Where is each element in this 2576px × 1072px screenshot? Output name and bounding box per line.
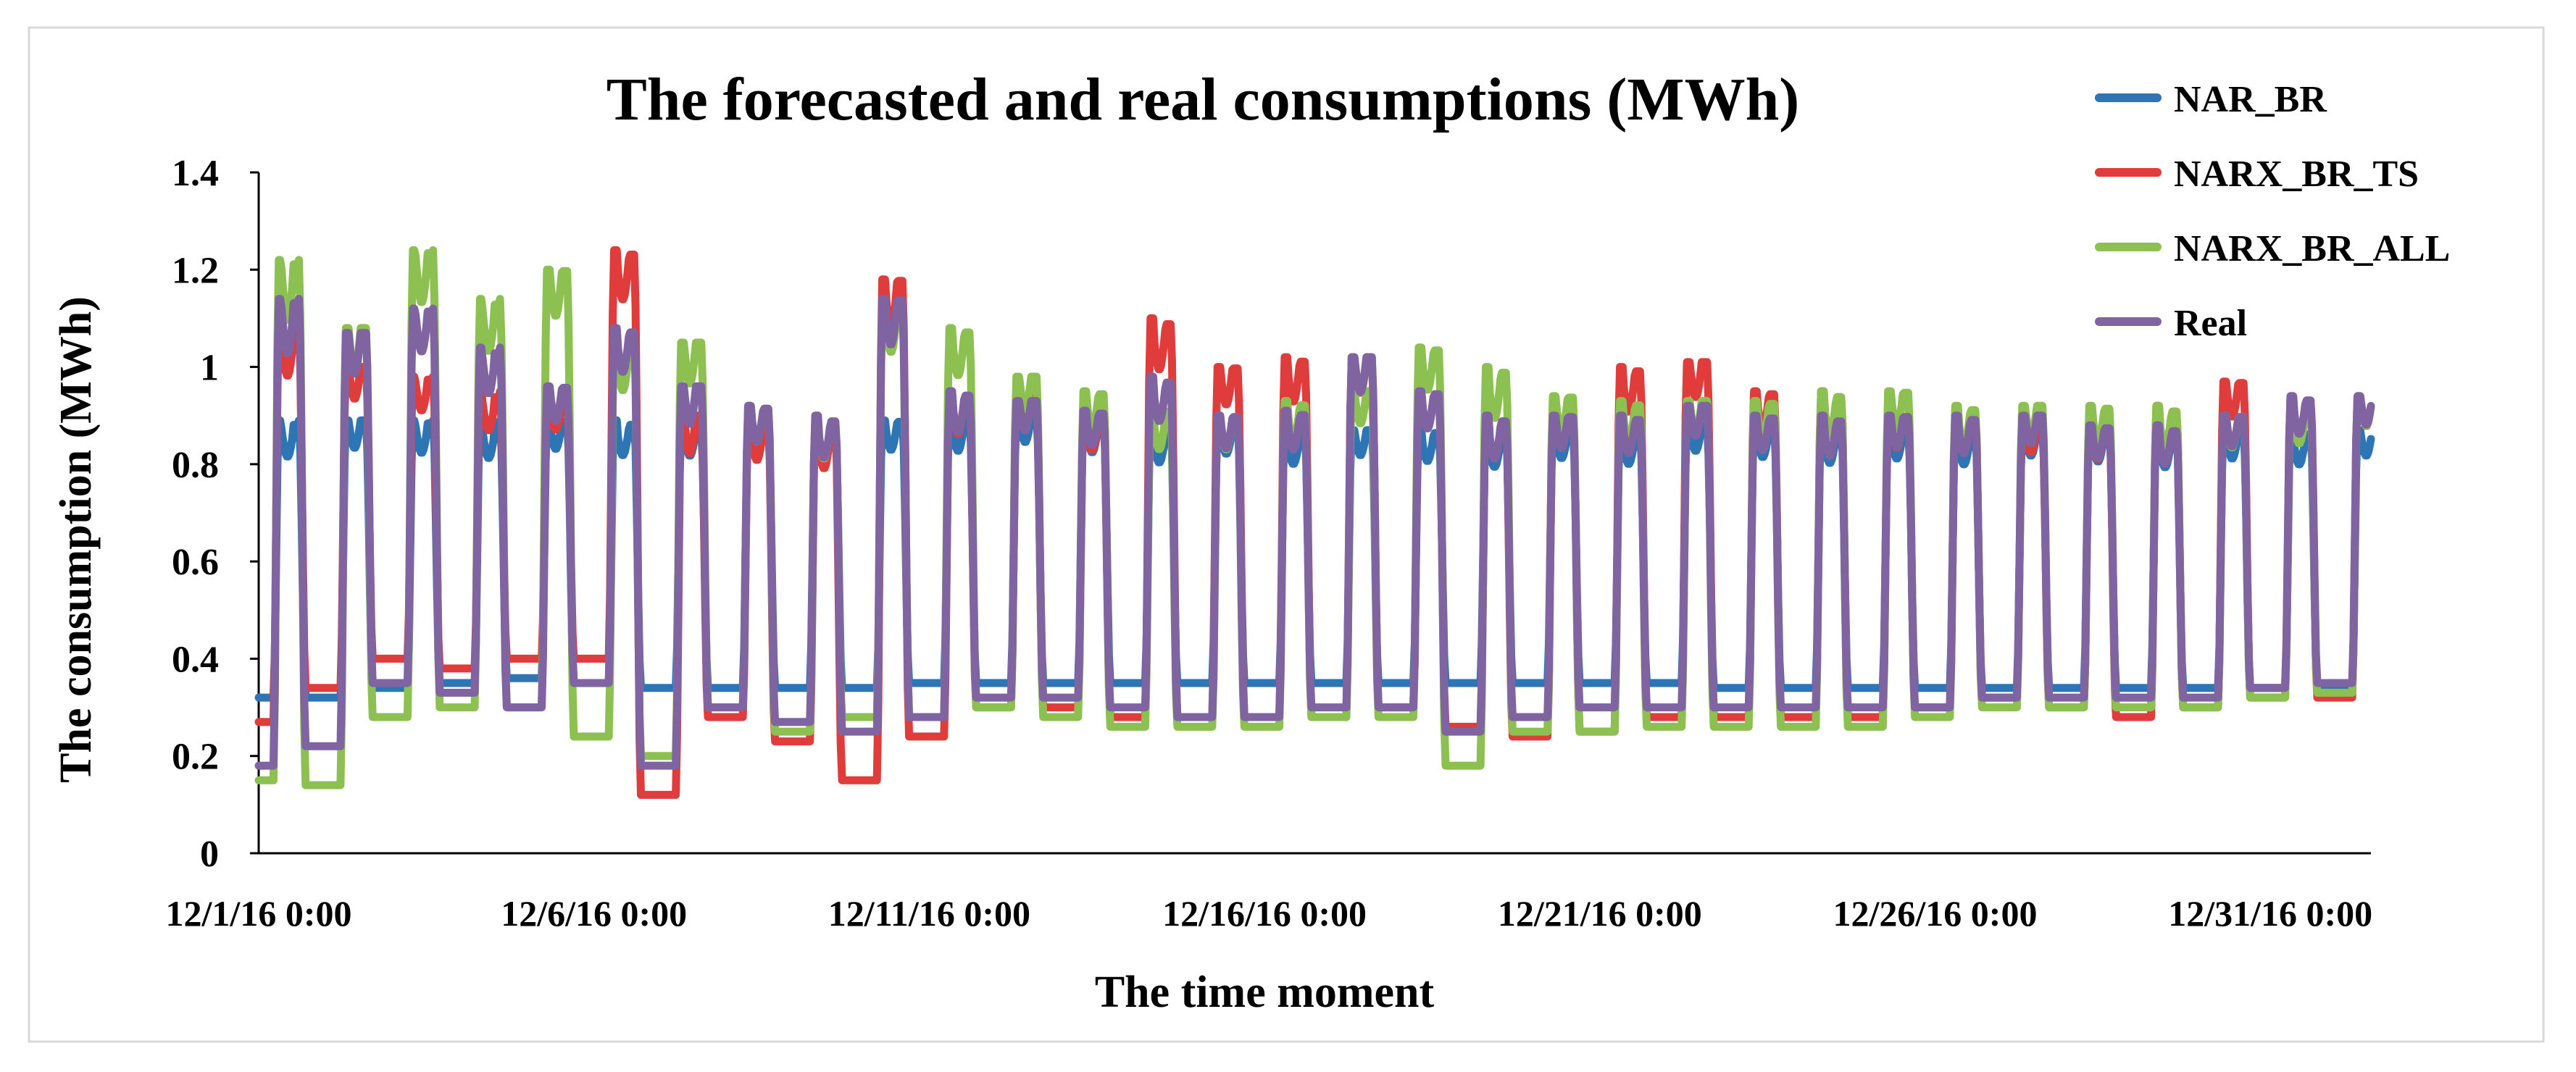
x-tick-label: 12/31/16 0:00	[2168, 893, 2372, 934]
x-axis: 12/1/16 0:00 12/6/16 0:00 12/11/16 0:00 12/…	[166, 852, 2372, 934]
legend-label: NARX_BR_ALL	[2174, 228, 2450, 269]
y-tick-label: 0	[200, 834, 219, 875]
x-axis-label: The time moment	[1095, 968, 1435, 1017]
legend-label: Real	[2174, 303, 2247, 344]
series-line-real	[254, 295, 2375, 770]
x-tick-label: 12/1/16 0:00	[166, 893, 352, 934]
y-tick-label: 1.2	[172, 250, 219, 291]
y-tick-label: 0.4	[172, 639, 219, 680]
y-axis-label: The consumption (MWh)	[51, 296, 101, 783]
y-axis: 0 0.2 0.4 0.6 0.8 1 1.2 1.4	[172, 153, 260, 875]
x-tick-label: 12/21/16 0:00	[1498, 893, 1702, 934]
chart-title: The forecasted and real consumptions (MW…	[607, 66, 1800, 133]
series-layer	[254, 246, 2375, 799]
x-tick-label: 12/16/16 0:00	[1162, 893, 1367, 934]
legend-label: NAR_BR	[2174, 79, 2327, 120]
x-tick-label: 12/11/16 0:00	[828, 893, 1030, 934]
x-tick-label: 12/6/16 0:00	[501, 893, 687, 934]
legend-label: NARX_BR_TS	[2174, 154, 2419, 195]
chart-area-border	[28, 26, 2545, 1043]
y-tick-label: 0.8	[172, 445, 219, 486]
y-tick-label: 0.6	[172, 542, 219, 583]
y-tick-label: 0.2	[172, 737, 219, 778]
legend: NAR_BR NARX_BR_TS NARX_BR_ALL Real	[2095, 79, 2450, 344]
y-tick-label: 1.4	[172, 153, 219, 194]
y-tick-label: 1	[200, 348, 219, 389]
x-tick-label: 12/26/16 0:00	[1833, 893, 2038, 934]
